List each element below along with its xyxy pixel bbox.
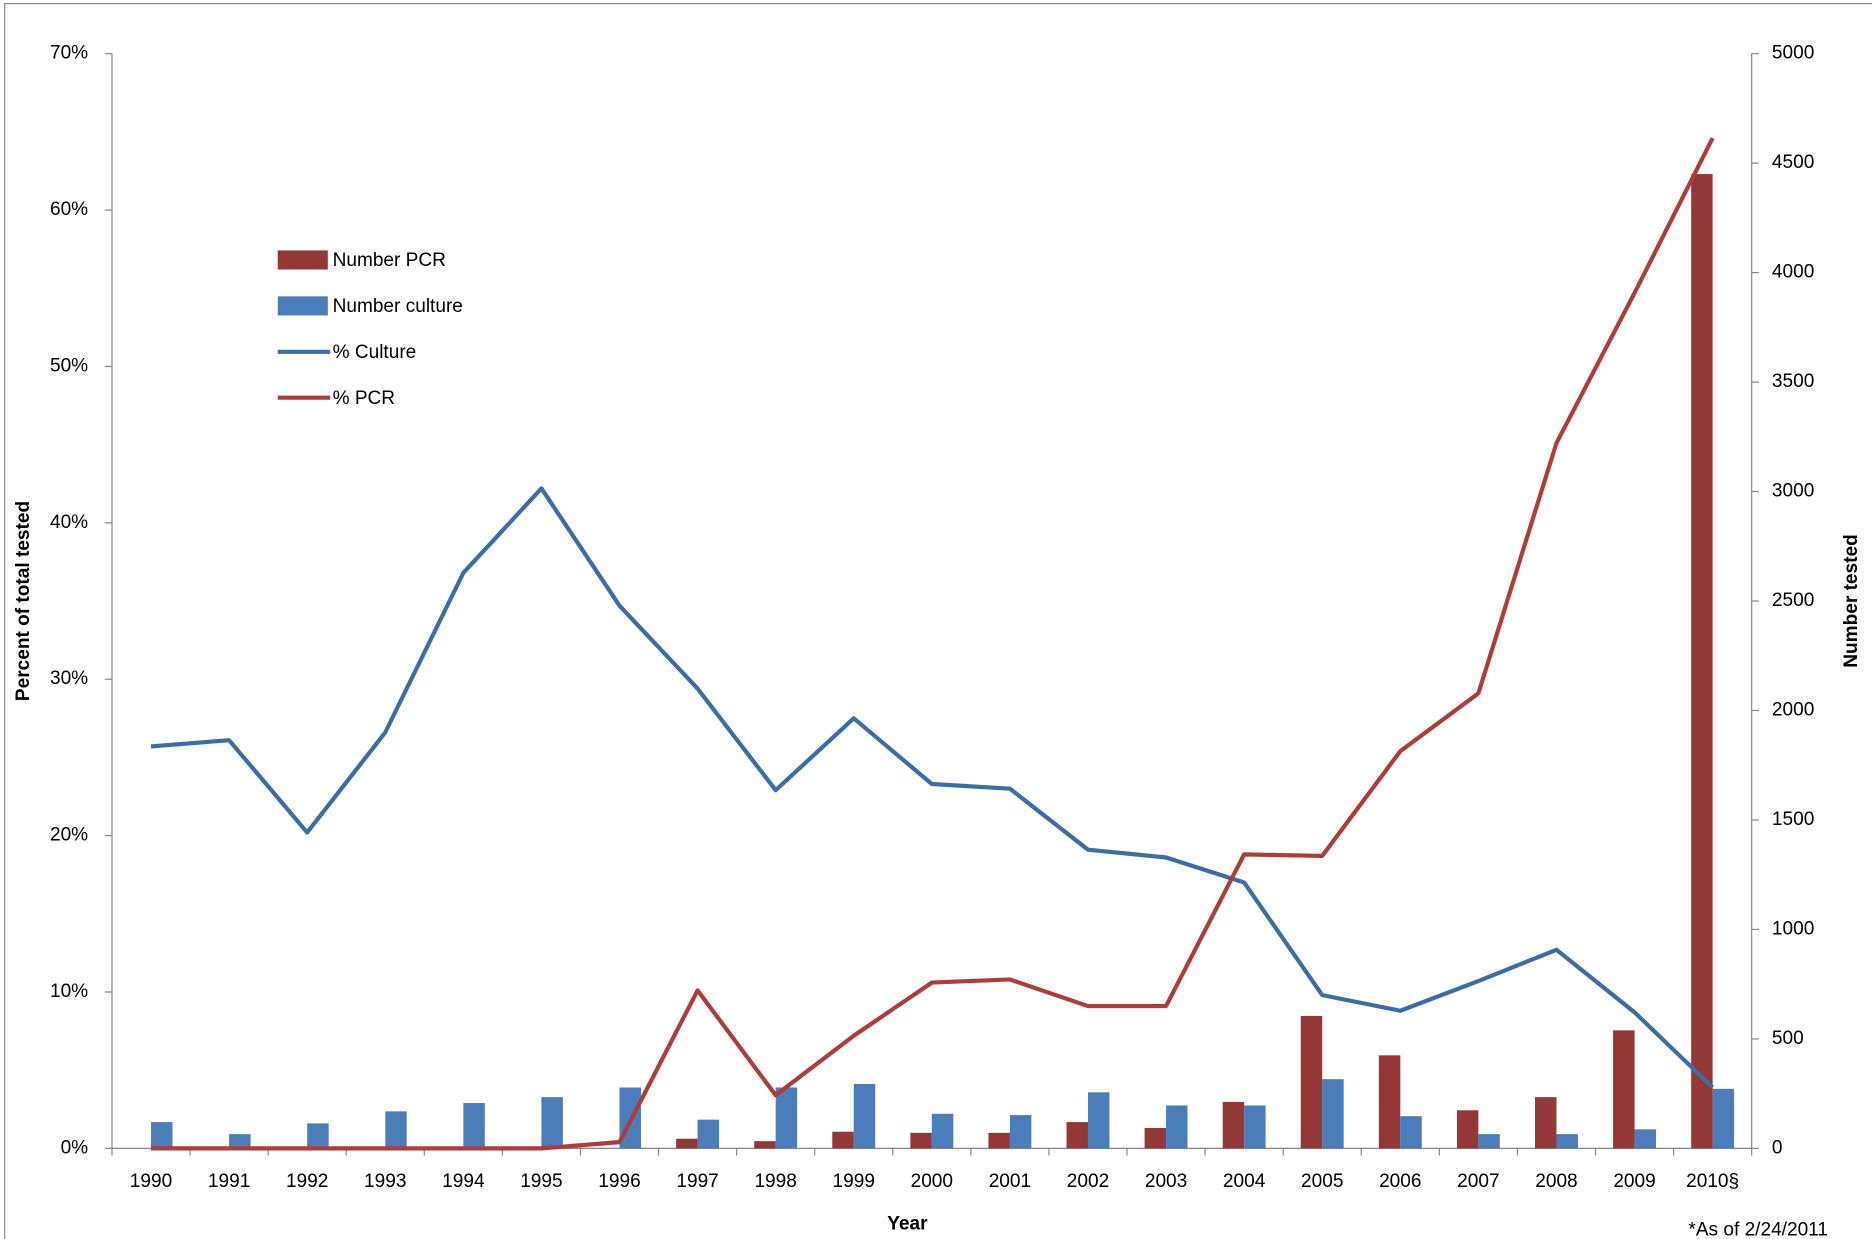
x-tick-label: 2005 [1301, 1171, 1343, 1192]
x-axis-title: Year [887, 1214, 928, 1235]
bar [1712, 1088, 1735, 1149]
y2-tick-label: 2000 [1772, 700, 1814, 721]
y2-tick-label: 0 [1772, 1137, 1783, 1158]
bar [1535, 1097, 1557, 1149]
bar [1222, 1101, 1245, 1149]
x-tick-label: 1995 [520, 1171, 562, 1192]
chart-frame [4, 2, 1872, 1239]
y-tick-label: 70% [50, 43, 88, 64]
x-tick-label: 1998 [754, 1171, 796, 1192]
y-tick-label: 0% [61, 1137, 89, 1158]
x-tick-label: 1999 [833, 1171, 875, 1192]
bar [541, 1097, 563, 1149]
bar [1400, 1116, 1422, 1149]
annotation: *As of 2/24/2011 [1688, 1220, 1828, 1239]
y-tick-label: 20% [50, 825, 88, 846]
x-tick-label: 2006 [1379, 1171, 1421, 1192]
x-tick-label: 2003 [1145, 1171, 1187, 1192]
y2-tick-label: 500 [1772, 1028, 1804, 1049]
bar [1378, 1055, 1401, 1149]
bar [385, 1111, 407, 1149]
bar [1300, 1015, 1323, 1149]
legend-swatch [277, 296, 328, 316]
bar [1322, 1079, 1344, 1149]
x-tick-label: 2008 [1535, 1171, 1577, 1192]
y2-tick-label: 1500 [1772, 809, 1814, 830]
bar [832, 1131, 854, 1149]
line [150, 486, 1715, 1089]
y2-tick-label: 1000 [1772, 918, 1814, 939]
bar [1066, 1122, 1088, 1149]
x-tick-label: 1997 [676, 1171, 718, 1192]
x-tick-label: 1990 [130, 1171, 172, 1192]
bar [697, 1119, 720, 1149]
x-tick-label: 2007 [1457, 1171, 1499, 1192]
y2-tick-label: 3000 [1772, 481, 1814, 502]
bar [1009, 1115, 1032, 1149]
y-tick-label: 30% [50, 668, 88, 689]
bar [1478, 1134, 1500, 1149]
bar [229, 1134, 251, 1149]
y-tick-label: 60% [50, 199, 88, 220]
legend-label: Number PCR [333, 250, 446, 271]
bar [988, 1132, 1010, 1149]
bar [910, 1132, 932, 1149]
y2-tick-label: 2500 [1772, 590, 1814, 611]
legend-label: % Culture [333, 342, 417, 363]
bar [1166, 1105, 1188, 1149]
y2-tick-label: 4000 [1772, 262, 1814, 283]
x-tick-label: 1991 [208, 1171, 250, 1192]
y-tick-label: 50% [50, 355, 88, 376]
bar [1144, 1128, 1167, 1149]
y2-axis-title: Number tested [1841, 534, 1862, 667]
bar [307, 1123, 329, 1149]
y-axis-title: Percent of total tested [13, 501, 34, 701]
x-tick-label: 2004 [1223, 1171, 1266, 1192]
legend-swatch [277, 250, 328, 270]
bar [775, 1087, 798, 1149]
x-tick-label: 1996 [598, 1171, 640, 1192]
y2-tick-label: 3500 [1772, 371, 1814, 392]
x-tick-label: 2002 [1067, 1171, 1109, 1192]
x-tick-label: 1994 [442, 1171, 485, 1192]
legend-label: % PCR [333, 388, 396, 409]
bar [1456, 1110, 1479, 1149]
bar [1634, 1129, 1657, 1149]
line [151, 137, 1715, 1151]
y2-tick-label: 4500 [1772, 152, 1814, 173]
legend-label: Number culture [333, 296, 463, 317]
bar [1556, 1134, 1578, 1149]
x-tick-label: 1992 [286, 1171, 328, 1192]
x-tick-label: 2001 [989, 1171, 1031, 1192]
bar [1244, 1105, 1266, 1149]
bar [1691, 174, 1713, 1149]
bar [1087, 1092, 1110, 1149]
y-tick-label: 10% [50, 981, 88, 1002]
bar [1613, 1030, 1635, 1149]
bar [754, 1141, 776, 1149]
x-tick-label: 2009 [1613, 1171, 1655, 1192]
x-tick-label: 2000 [911, 1171, 953, 1192]
y-tick-label: 40% [50, 512, 88, 533]
bar [676, 1138, 698, 1149]
x-tick-label: 1993 [364, 1171, 406, 1192]
x-tick-label: 2010§ [1686, 1171, 1739, 1192]
bar [931, 1113, 954, 1149]
bar [463, 1103, 485, 1149]
y2-tick-label: 5000 [1772, 43, 1814, 64]
bar [853, 1084, 876, 1149]
bar [151, 1122, 173, 1149]
